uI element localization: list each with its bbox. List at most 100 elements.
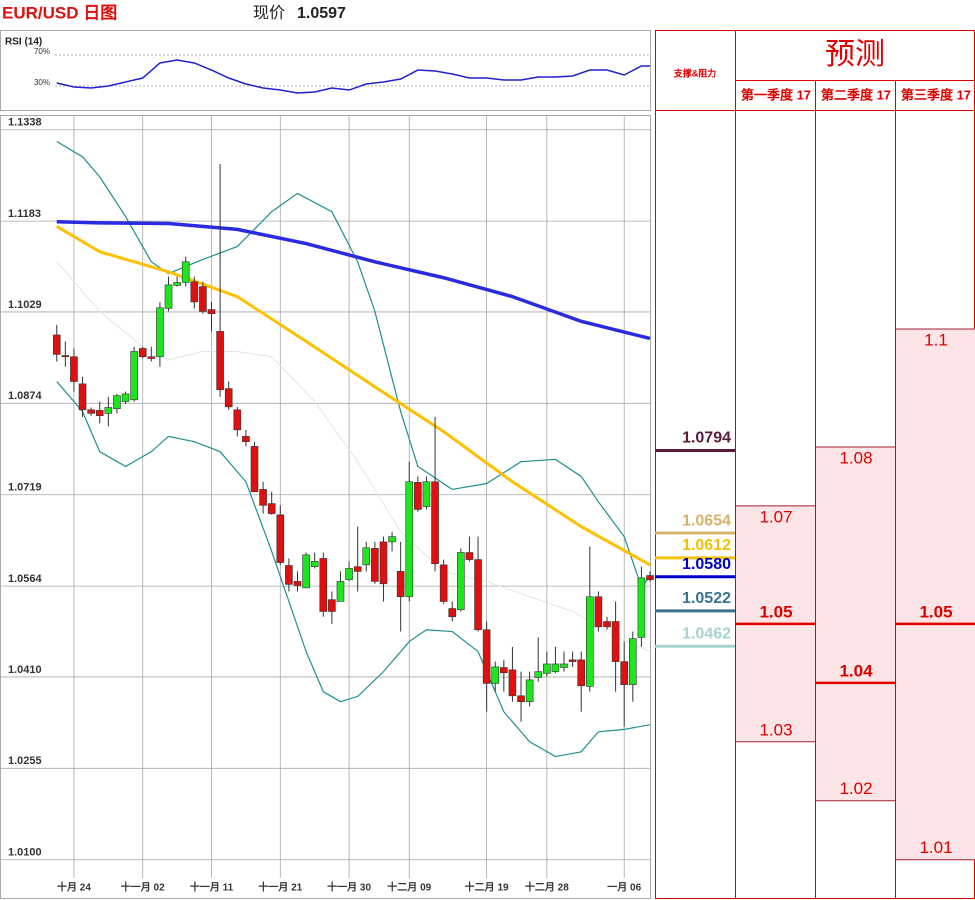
candle-body bbox=[61, 355, 70, 358]
forecast-range bbox=[896, 329, 975, 860]
forecast-label: 1.01 bbox=[919, 838, 952, 857]
candle-body bbox=[362, 547, 371, 566]
candle-body bbox=[164, 284, 173, 309]
x-tick-label: 十一月 30 bbox=[327, 881, 371, 894]
levels-title: 支撑&阻力 bbox=[673, 67, 717, 78]
y-tick-label: 1.0719 bbox=[8, 482, 42, 494]
level-label: 1.0794 bbox=[682, 430, 731, 447]
x-tick-label: 十一月 02 bbox=[121, 881, 165, 894]
candle-body bbox=[431, 481, 439, 565]
x-tick-label: 十一月 21 bbox=[258, 881, 302, 894]
y-tick-label: 1.1338 bbox=[8, 117, 42, 129]
forecast-label: 1.08 bbox=[839, 448, 872, 467]
forecast-range bbox=[816, 446, 895, 801]
x-tick-label: 十二月 28 bbox=[525, 881, 569, 894]
candle-body bbox=[224, 388, 233, 408]
candle-body bbox=[310, 561, 319, 567]
candle-body bbox=[525, 679, 534, 702]
level-label: 1.0522 bbox=[682, 590, 731, 607]
x-tick-label: 十二月 19 bbox=[465, 881, 509, 894]
line-series bbox=[56, 141, 651, 588]
candle-body bbox=[104, 407, 113, 414]
candle-body bbox=[70, 356, 78, 382]
candle-body bbox=[629, 638, 637, 685]
candle-body bbox=[560, 663, 568, 668]
forecast-label: 1.1 bbox=[924, 331, 948, 350]
x-tick-label: 一月 06 bbox=[607, 882, 641, 894]
line-series bbox=[56, 261, 651, 653]
candle-body bbox=[319, 558, 328, 612]
candle-body bbox=[620, 661, 629, 685]
column-header: 第一季度 17 bbox=[741, 87, 811, 102]
candle-body bbox=[508, 669, 517, 697]
candle-body bbox=[147, 356, 156, 359]
y-tick-label: 1.0874 bbox=[8, 390, 43, 402]
y-tick-label: 1.0100 bbox=[8, 847, 42, 859]
candle-body bbox=[414, 482, 422, 510]
candle-body bbox=[396, 571, 405, 598]
candle-body bbox=[568, 659, 577, 662]
level-label: 1.0612 bbox=[682, 537, 731, 554]
candle-body bbox=[207, 309, 216, 315]
y-tick-label: 70% bbox=[34, 47, 50, 56]
candle-body bbox=[482, 629, 491, 684]
forecast-title: 预测 bbox=[825, 38, 885, 71]
line-series bbox=[56, 381, 651, 758]
line-series bbox=[56, 59, 650, 94]
candle-body bbox=[276, 514, 285, 563]
y-tick-label: 1.0255 bbox=[8, 755, 42, 767]
candle-body bbox=[594, 596, 603, 628]
main-panel bbox=[0, 115, 651, 899]
candle-body bbox=[379, 541, 388, 585]
line-series bbox=[56, 219, 651, 341]
rsi-panel bbox=[0, 30, 651, 111]
candle-body bbox=[233, 409, 242, 431]
level-label: 1.0462 bbox=[682, 625, 731, 642]
y-tick-label: 1.1029 bbox=[8, 299, 42, 311]
candle-body bbox=[87, 409, 95, 414]
candle-body bbox=[371, 548, 379, 582]
candle-body bbox=[474, 559, 482, 631]
candle-body bbox=[465, 552, 474, 560]
forecast-label: 1.02 bbox=[839, 779, 872, 798]
candle-body bbox=[267, 503, 276, 514]
level-label: 1.0654 bbox=[682, 512, 731, 529]
candle-body bbox=[543, 663, 551, 674]
candle-body bbox=[113, 395, 121, 409]
candle-body bbox=[577, 659, 586, 687]
candle-body bbox=[336, 581, 345, 602]
candle-body bbox=[345, 568, 353, 580]
level-label: 1.0580 bbox=[682, 556, 731, 573]
rsi-title: RSI (14) bbox=[5, 37, 42, 48]
candle-body bbox=[611, 621, 620, 662]
forecast-label: 1.04 bbox=[839, 661, 873, 680]
candle-body bbox=[517, 695, 525, 702]
candle-body bbox=[448, 608, 457, 618]
candle-body bbox=[457, 552, 465, 611]
x-tick-label: 十一月 11 bbox=[190, 881, 234, 894]
y-tick-label: 30% bbox=[34, 78, 50, 87]
candle-body bbox=[199, 286, 207, 312]
candle-body bbox=[130, 351, 138, 401]
candle-body bbox=[637, 577, 646, 638]
line-series bbox=[55, 225, 651, 567]
candle-body bbox=[250, 446, 259, 493]
forecast-label: 1.07 bbox=[759, 507, 792, 526]
x-tick-label: 十月 24 bbox=[57, 881, 91, 894]
candle-body bbox=[422, 481, 431, 507]
candle-body bbox=[491, 666, 500, 684]
candle-body bbox=[190, 281, 199, 303]
column-header: 第三季度 17 bbox=[901, 87, 971, 102]
candle-body bbox=[586, 596, 594, 687]
y-tick-label: 1.1183 bbox=[8, 208, 41, 220]
forecast-label: 1.05 bbox=[919, 602, 952, 621]
candle-body bbox=[353, 566, 362, 572]
candle-body bbox=[95, 410, 104, 417]
candle-body bbox=[52, 334, 61, 355]
candle-body bbox=[181, 261, 190, 283]
candle-body bbox=[121, 393, 130, 402]
price-label: 现价 bbox=[253, 5, 285, 22]
candle-body bbox=[138, 348, 147, 358]
